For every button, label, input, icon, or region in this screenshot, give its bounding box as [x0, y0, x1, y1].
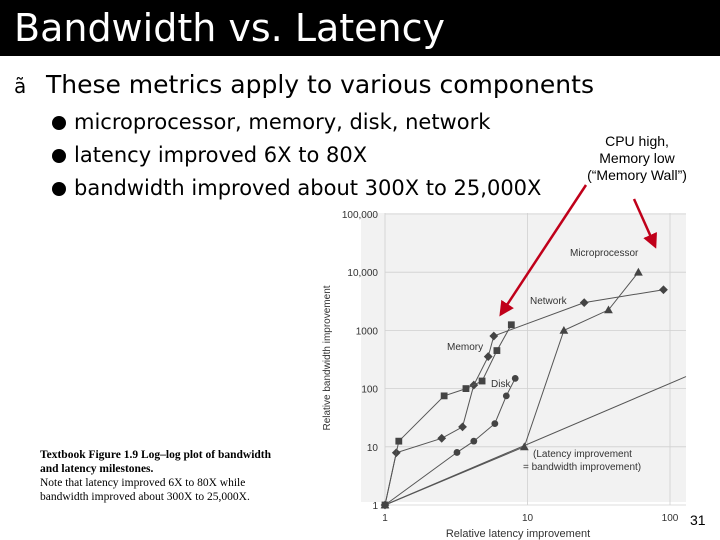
grid — [384, 213, 686, 506]
main-bullet-text: These metrics apply to various component… — [45, 70, 594, 99]
caption-line: Note that latency improved 6X to 80X whi… — [40, 477, 246, 489]
data-point — [511, 374, 519, 382]
x-axis-label: Relative latency improvement — [446, 528, 590, 540]
data-point — [462, 385, 470, 392]
caption-line: and latency milestones. — [40, 463, 154, 475]
bullet-dot-icon — [52, 116, 66, 130]
title-bar: Bandwidth vs. Latency — [0, 0, 720, 56]
data-point — [559, 326, 569, 334]
annotation-note: CPU high, Memory low (“Memory Wall”) — [566, 133, 708, 184]
data-point — [381, 501, 389, 509]
data-point — [633, 267, 643, 276]
series-label: Network — [530, 296, 568, 307]
arrow-to-microprocessor — [632, 198, 657, 249]
bullet-dot-icon — [52, 149, 66, 163]
figure-caption: Textbook Figure 1.9 Log–log plot of band… — [40, 448, 340, 504]
data-point — [470, 437, 478, 445]
annotation-line: (“Memory Wall”) — [587, 167, 687, 183]
annotation-arrows — [499, 184, 657, 317]
data-point — [395, 437, 403, 445]
annotation-line: Memory low — [599, 150, 675, 166]
y-tick-label: 100,000 — [342, 210, 379, 221]
data-point — [579, 298, 589, 308]
sub-bullet-text: bandwidth improved about 300X to 25,000X — [74, 176, 542, 200]
series-disk — [381, 374, 519, 509]
y-tick-label: 10 — [367, 443, 379, 454]
data-point — [458, 422, 467, 432]
data-point — [478, 377, 486, 385]
data-point — [489, 331, 499, 341]
plot-area — [361, 213, 686, 502]
x-tick-label: 1 — [382, 513, 388, 524]
sub-bullet: microprocessor, memory, disk, network — [52, 109, 490, 135]
data-point — [491, 420, 499, 428]
data-point — [519, 442, 529, 451]
y-tick-label: 1 — [372, 501, 378, 512]
slide-title: Bandwidth vs. Latency — [14, 6, 446, 50]
sub-bullet: latency improved 6X to 80X — [52, 142, 367, 168]
series-network — [380, 267, 643, 509]
data-point — [507, 321, 515, 329]
series-labels: Microprocessor Network Memory Disk — [447, 248, 639, 390]
bullet-dot-icon — [52, 182, 66, 196]
y-tick-label: 100 — [361, 385, 378, 396]
data-point — [437, 433, 447, 443]
data-point — [493, 347, 501, 354]
data-point — [440, 392, 448, 400]
x-tick-label: 10 — [522, 513, 534, 524]
sub-bullet-text: microprocessor, memory, disk, network — [74, 110, 491, 134]
series-label: Microprocessor — [570, 248, 639, 259]
reference-line-label: (Latency improvement — [533, 449, 632, 460]
series — [380, 267, 668, 510]
data-point — [502, 392, 510, 400]
arrow-to-memory — [499, 184, 588, 317]
caption-line: Textbook Figure 1.9 Log–log plot of band… — [40, 449, 272, 461]
y-axis-label: Relative bandwidth improvement — [322, 285, 333, 430]
data-point — [604, 305, 613, 314]
series-label: Memory — [447, 342, 483, 353]
data-point — [483, 352, 493, 361]
sub-bullet-text: latency improved 6X to 80X — [74, 143, 368, 167]
caption-line: bandwidth improved about 300X to 25,000X… — [40, 491, 250, 503]
data-point — [659, 285, 668, 295]
reference-line-label: = bandwidth improvement) — [523, 462, 641, 473]
data-point — [453, 449, 461, 456]
y-tick-label: 10,000 — [347, 268, 378, 279]
page-number: 31 — [690, 512, 706, 528]
x-tick-label: 100 — [662, 513, 679, 524]
annotation-line: CPU high, — [605, 133, 669, 149]
series-label: Disk — [491, 379, 511, 390]
main-bullet: ã These metrics apply to various compone… — [14, 70, 594, 101]
sub-bullet: bandwidth improved about 300X to 25,000X — [52, 175, 541, 201]
bullet-marker: ã — [14, 74, 27, 98]
y-tick-label: 1000 — [356, 326, 379, 337]
tick-labels: 1 10 100 1000 10,000 100,000 1 10 100 — [342, 210, 679, 524]
